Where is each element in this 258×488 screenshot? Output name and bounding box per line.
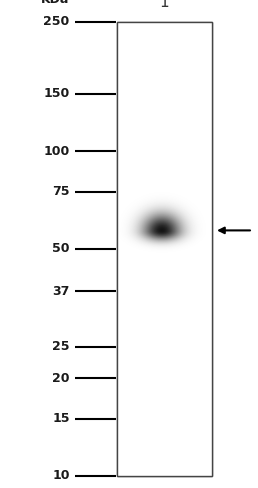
Text: 25: 25 — [52, 340, 70, 353]
Text: 15: 15 — [52, 412, 70, 425]
Text: 10: 10 — [52, 469, 70, 482]
Text: KDa: KDa — [41, 0, 70, 6]
Text: 1: 1 — [160, 0, 169, 10]
Text: 50: 50 — [52, 243, 70, 255]
Text: 37: 37 — [52, 285, 70, 298]
Text: 100: 100 — [43, 144, 70, 158]
Text: 20: 20 — [52, 371, 70, 385]
Bar — [117, 22, 212, 476]
Text: 75: 75 — [52, 185, 70, 198]
Text: 250: 250 — [43, 16, 70, 28]
Bar — [117, 22, 212, 476]
Text: 150: 150 — [43, 87, 70, 101]
